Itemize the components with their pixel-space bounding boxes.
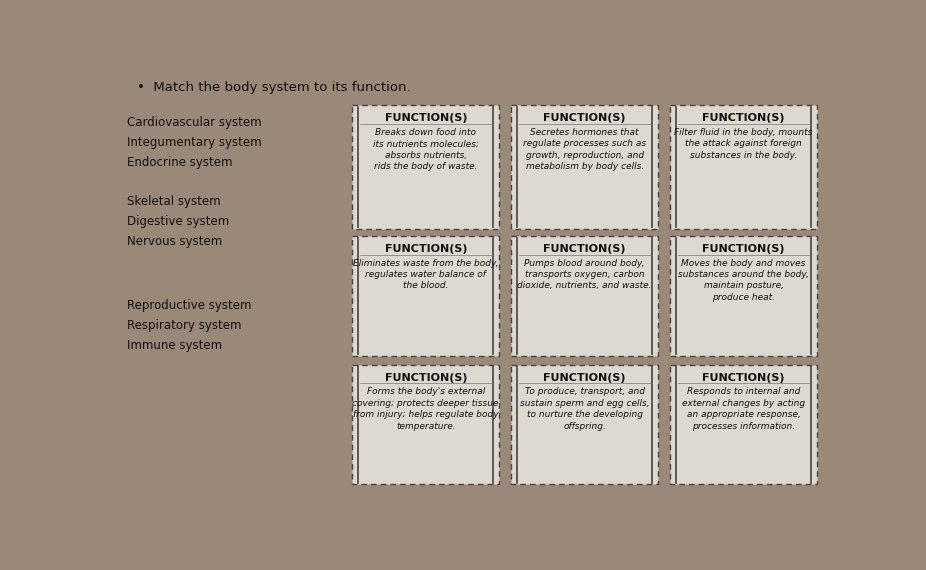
Text: Breaks down food into
its nutrients molecules;
absorbs nutrients,
rids the body : Breaks down food into its nutrients mole…	[373, 128, 479, 171]
Text: •  Match the body system to its function.: • Match the body system to its function.	[137, 81, 411, 93]
Text: Eliminates waste from the body,
regulates water balance of
the blood.: Eliminates waste from the body, regulate…	[353, 259, 498, 291]
Text: Nervous system: Nervous system	[127, 235, 222, 249]
FancyBboxPatch shape	[669, 105, 817, 229]
Text: FUNCTION(S): FUNCTION(S)	[384, 244, 467, 254]
FancyBboxPatch shape	[352, 105, 499, 229]
Text: FUNCTION(S): FUNCTION(S)	[544, 373, 626, 382]
Text: FUNCTION(S): FUNCTION(S)	[702, 113, 784, 123]
Text: FUNCTION(S): FUNCTION(S)	[384, 113, 467, 123]
Text: Responds to internal and
external changes by acting
an appropriate response,
pro: Responds to internal and external change…	[682, 387, 805, 430]
Text: FUNCTION(S): FUNCTION(S)	[384, 373, 467, 382]
Text: Immune system: Immune system	[127, 340, 221, 352]
FancyBboxPatch shape	[511, 236, 658, 356]
Text: FUNCTION(S): FUNCTION(S)	[702, 373, 784, 382]
Text: To produce, transport, and
sustain sperm and egg cells,
to nurture the developin: To produce, transport, and sustain sperm…	[519, 387, 649, 430]
Text: Moves the body and moves
substances around the body,
maintain posture,
produce h: Moves the body and moves substances arou…	[678, 259, 809, 302]
FancyBboxPatch shape	[352, 365, 499, 484]
FancyBboxPatch shape	[511, 105, 658, 229]
Text: Secretes hormones that
regulate processes such as
growth, reproduction, and
meta: Secretes hormones that regulate processe…	[523, 128, 646, 171]
Text: Filter fluid in the body, mounts
the attack against foreign
substances in the bo: Filter fluid in the body, mounts the att…	[674, 128, 813, 160]
Text: Integumentary system: Integumentary system	[127, 136, 261, 149]
Text: Reproductive system: Reproductive system	[127, 299, 251, 312]
Text: FUNCTION(S): FUNCTION(S)	[544, 244, 626, 254]
Text: Skeletal system: Skeletal system	[127, 196, 220, 209]
FancyBboxPatch shape	[669, 236, 817, 356]
FancyBboxPatch shape	[511, 365, 658, 484]
Text: Endocrine system: Endocrine system	[127, 156, 232, 169]
Text: Pumps blood around body,
transports oxygen, carbon
dioxide, nutrients, and waste: Pumps blood around body, transports oxyg…	[518, 259, 652, 291]
Text: FUNCTION(S): FUNCTION(S)	[544, 113, 626, 123]
Text: Forms the body's external
covering; protects deeper tissue
from injury; helps re: Forms the body's external covering; prot…	[353, 387, 499, 430]
FancyBboxPatch shape	[669, 365, 817, 484]
Text: Digestive system: Digestive system	[127, 215, 229, 229]
Text: Respiratory system: Respiratory system	[127, 319, 241, 332]
Text: FUNCTION(S): FUNCTION(S)	[702, 244, 784, 254]
FancyBboxPatch shape	[352, 236, 499, 356]
Text: Cardiovascular system: Cardiovascular system	[127, 116, 261, 129]
